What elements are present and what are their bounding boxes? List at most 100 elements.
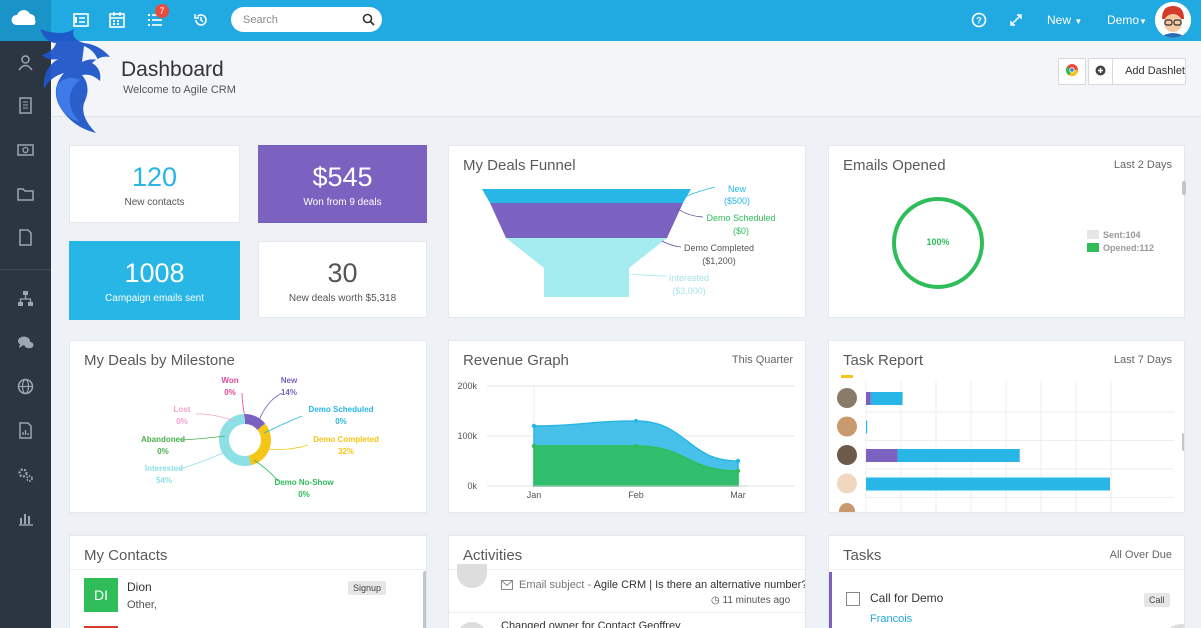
- contact-name[interactable]: Dion: [127, 580, 152, 594]
- dashlet-range[interactable]: This Quarter: [731, 354, 793, 366]
- dashlet-range[interactable]: Last 7 Days: [1113, 354, 1172, 366]
- funnel-stage-demo-completed[interactable]: [506, 238, 667, 268]
- contact-avatar[interactable]: [84, 626, 118, 628]
- user-avatar[interactable]: [1155, 2, 1191, 38]
- chrome-extension-button[interactable]: [1058, 58, 1086, 85]
- task-bar-pending[interactable]: [866, 449, 898, 462]
- milestone-donut-chart: Won 0% New 14% Lost 0% Demo Scheduled 0%…: [141, 376, 379, 499]
- task-title[interactable]: Call for Demo: [870, 591, 944, 605]
- dashlet-title: Activities: [463, 547, 523, 564]
- divider: [70, 569, 426, 570]
- search-box[interactable]: [231, 7, 382, 32]
- task-bar-pending[interactable]: [866, 392, 871, 405]
- folder-icon[interactable]: [16, 184, 35, 203]
- legend-opened: Opened:112: [1103, 243, 1154, 253]
- task-bar-completed[interactable]: [897, 449, 1020, 462]
- revenue-data-point[interactable]: [735, 458, 741, 464]
- add-dashlet-button[interactable]: Add Dashlet: [1088, 58, 1186, 85]
- divider: [829, 569, 1184, 570]
- revenue-data-point[interactable]: [531, 443, 537, 449]
- stat-value: $545: [312, 162, 373, 192]
- fullscreen-icon[interactable]: [1007, 11, 1025, 29]
- task-contact-link[interactable]: Francois: [870, 613, 913, 625]
- emails-opened-ring[interactable]: [892, 197, 984, 289]
- donut-slice-demo-completed[interactable]: [219, 414, 271, 466]
- revenue-data-point[interactable]: [633, 443, 639, 449]
- milestone-pct: 14%: [281, 388, 297, 397]
- activity-text[interactable]: Changed owner for Contact Geoffrey: [501, 620, 681, 628]
- task-bar-completed[interactable]: [866, 477, 1110, 491]
- scrollbar[interactable]: [423, 571, 426, 628]
- funnel-stage-interested[interactable]: [544, 268, 629, 297]
- demo-menu[interactable]: Demo▼: [1107, 13, 1147, 27]
- user-avatar[interactable]: [837, 388, 857, 408]
- funnel-stage-demo-scheduled[interactable]: [490, 203, 683, 238]
- user-avatar[interactable]: [837, 416, 857, 437]
- user-avatar[interactable]: [839, 503, 855, 513]
- dashlet-range[interactable]: Last 2 Days: [1113, 159, 1172, 171]
- search-icon[interactable]: [362, 13, 375, 26]
- stat-value: 30: [327, 258, 358, 288]
- funnel-label-name: Demo Scheduled: [706, 213, 775, 223]
- stat-tile-won-deals[interactable]: $545 Won from 9 deals: [258, 145, 427, 223]
- user-avatar[interactable]: [837, 473, 857, 494]
- funnel-label-name: Demo Completed: [684, 243, 754, 253]
- scrollbar[interactable]: [1182, 181, 1186, 195]
- contacts-icon[interactable]: [16, 53, 35, 72]
- workflow-icon[interactable]: [16, 289, 35, 308]
- dashlet-title: My Contacts: [84, 547, 168, 564]
- watermark-logo-icon: [40, 29, 110, 133]
- stat-tile-new-deals[interactable]: 30 New deals worth $5,318: [258, 241, 427, 318]
- milestone-pct: 32%: [338, 447, 354, 456]
- scrollbar[interactable]: [1182, 433, 1184, 451]
- new-menu[interactable]: New ▼: [1047, 13, 1082, 27]
- dashlet-title: Tasks: [843, 547, 882, 564]
- deals-by-milestone-dashlet: My Deals by Milestone Won 0% New 14% Los…: [69, 340, 427, 513]
- stat-tile-campaign-emails[interactable]: 1008 Campaign emails sent: [69, 241, 240, 320]
- emails-opened-chart: 100% Sent:104 Opened:112: [892, 197, 1154, 289]
- avatar-partial: [841, 375, 853, 378]
- globe-icon[interactable]: [16, 377, 35, 396]
- history-icon[interactable]: [192, 11, 210, 29]
- calendar-icon[interactable]: [108, 11, 126, 29]
- task-type-tag[interactable]: Call: [1144, 593, 1170, 607]
- sidebar: [0, 41, 51, 628]
- user-avatar[interactable]: [837, 445, 857, 465]
- emails-opened-center-label: 100%: [926, 237, 949, 247]
- documents-icon[interactable]: [16, 228, 35, 247]
- funnel-stage-new[interactable]: [482, 189, 691, 203]
- search-input[interactable]: [243, 11, 358, 28]
- brand[interactable]: [0, 0, 51, 41]
- funnel-label-name: New: [728, 184, 747, 194]
- donut-slice-new[interactable]: [219, 414, 271, 466]
- task-bar-completed[interactable]: [870, 392, 903, 405]
- revenue-data-point[interactable]: [633, 418, 639, 424]
- dashlet-range[interactable]: All Over Due: [1109, 549, 1172, 561]
- stat-label: Campaign emails sent: [105, 293, 204, 304]
- settings-icon[interactable]: [16, 465, 35, 484]
- revenue-data-point[interactable]: [735, 468, 741, 474]
- stat-tile-new-contacts[interactable]: 120 New contacts: [69, 145, 240, 223]
- chat-icon[interactable]: [16, 333, 35, 352]
- contacts-list-icon[interactable]: [72, 11, 90, 29]
- revenue-data-point[interactable]: [531, 423, 537, 429]
- chat-widget-button[interactable]: [1164, 624, 1184, 628]
- deals-icon[interactable]: [16, 140, 35, 159]
- funnel-chart: New ($500) Demo Scheduled ($0) Demo Comp…: [482, 184, 776, 297]
- caret-down-icon: ▼: [1139, 17, 1147, 26]
- user-avatar-icon: [1155, 2, 1191, 38]
- contact-tag[interactable]: Signup: [348, 581, 387, 595]
- help-icon[interactable]: ?: [970, 11, 988, 29]
- task-bar-completed[interactable]: [866, 420, 868, 434]
- activity-text[interactable]: Email subject - Agile CRM | Is there an …: [519, 579, 805, 591]
- analytics-icon[interactable]: [16, 509, 35, 528]
- companies-icon[interactable]: [16, 96, 35, 115]
- task-checkbox[interactable]: [846, 592, 860, 606]
- svg-text:?: ?: [976, 16, 982, 26]
- y-tick-label: 200k: [457, 381, 477, 391]
- contact-avatar[interactable]: DI: [84, 578, 118, 612]
- clock-icon: ◷: [711, 595, 720, 606]
- reports-icon[interactable]: [16, 421, 35, 440]
- activity-time: ◷ 11 minutes ago: [711, 595, 790, 606]
- my-contacts-dashlet: My Contacts DI Dion Other, Signup: [69, 535, 427, 628]
